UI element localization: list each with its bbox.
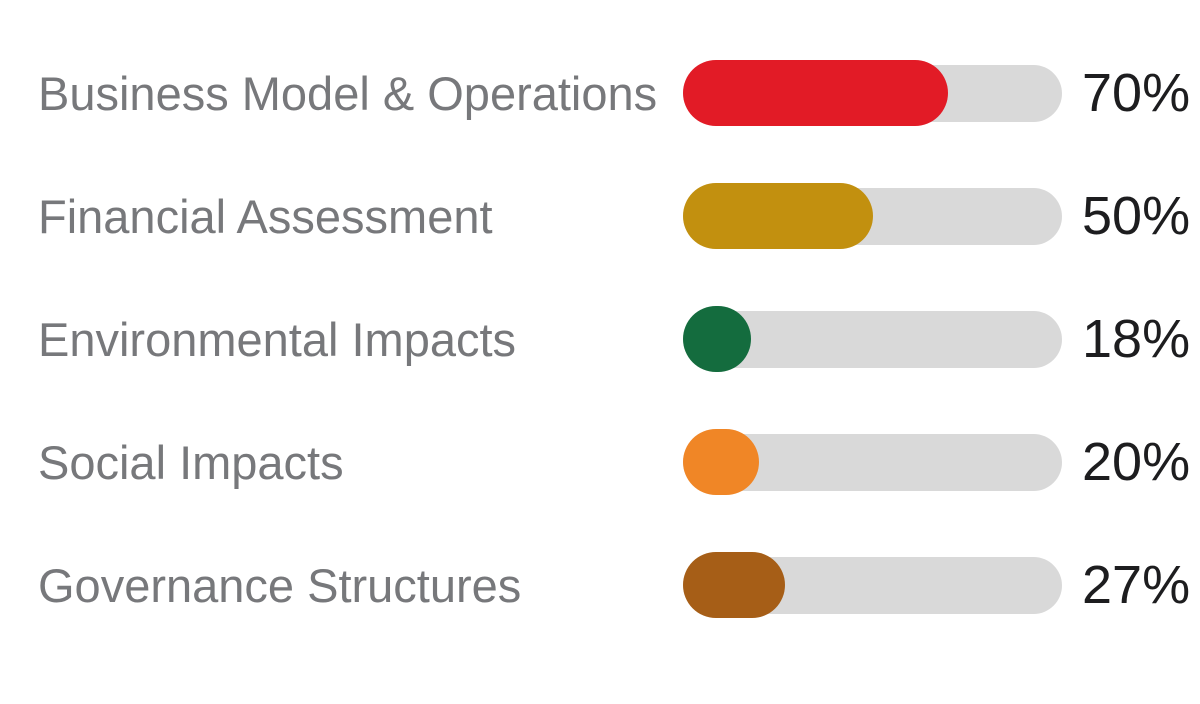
value-label: 70% — [1082, 63, 1191, 123]
bar-fill — [683, 60, 949, 126]
category-label: Environmental Impacts — [38, 312, 517, 366]
value-label: 27% — [1082, 555, 1191, 615]
bar-fill — [683, 306, 752, 372]
bar-track — [683, 60, 1062, 126]
bar-row-environmental-impacts: Environmental Impacts 18% — [0, 306, 1200, 372]
bar-fill — [683, 183, 873, 249]
bar-row-business-model: Business Model & Operations 70% — [0, 60, 1200, 126]
value-label: 18% — [1082, 309, 1191, 369]
bar-row-social-impacts: Social Impacts 20% — [0, 429, 1200, 495]
value-label: 50% — [1082, 186, 1191, 246]
category-label: Governance Structures — [38, 558, 522, 612]
bar-fill — [683, 429, 759, 495]
bar-track — [683, 552, 1062, 618]
bar-track — [683, 183, 1062, 249]
category-label: Business Model & Operations — [38, 66, 658, 120]
category-label: Social Impacts — [38, 435, 344, 489]
bar-track — [683, 429, 1062, 495]
bar-row-financial-assessment: Financial Assessment 50% — [0, 183, 1200, 249]
bar-track — [683, 306, 1062, 372]
value-label: 20% — [1082, 432, 1191, 492]
bar-fill — [683, 552, 786, 618]
bar-row-governance-structures: Governance Structures 27% — [0, 552, 1200, 618]
category-label: Financial Assessment — [38, 189, 493, 243]
